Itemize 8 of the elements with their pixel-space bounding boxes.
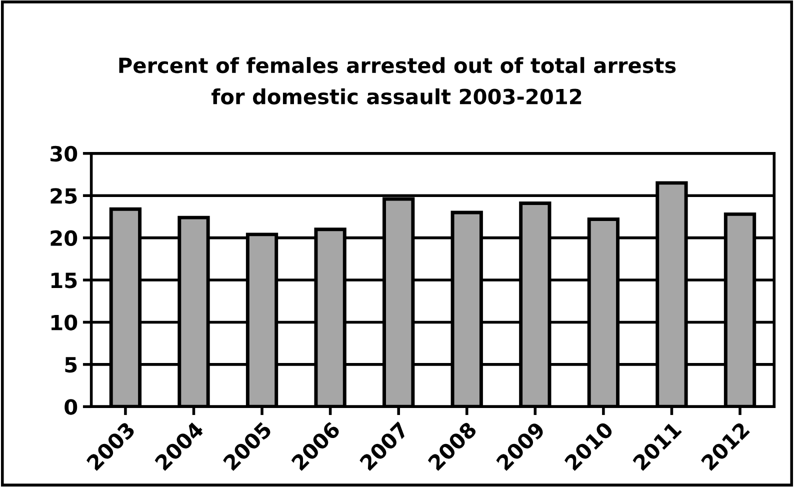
y-tick-label: 15 xyxy=(51,272,77,288)
y-tick-label: 20 xyxy=(50,230,78,246)
y-tick-label: 0 xyxy=(64,399,78,415)
y-tick-label: 10 xyxy=(51,314,78,330)
y-tick-label: 30 xyxy=(50,146,78,162)
y-tick-label: 25 xyxy=(50,188,77,204)
chart-title: Percent of females arrested out of total arrests for domestic assault 2003-2012 xyxy=(119,57,676,104)
y-tick-label: 5 xyxy=(65,357,77,373)
